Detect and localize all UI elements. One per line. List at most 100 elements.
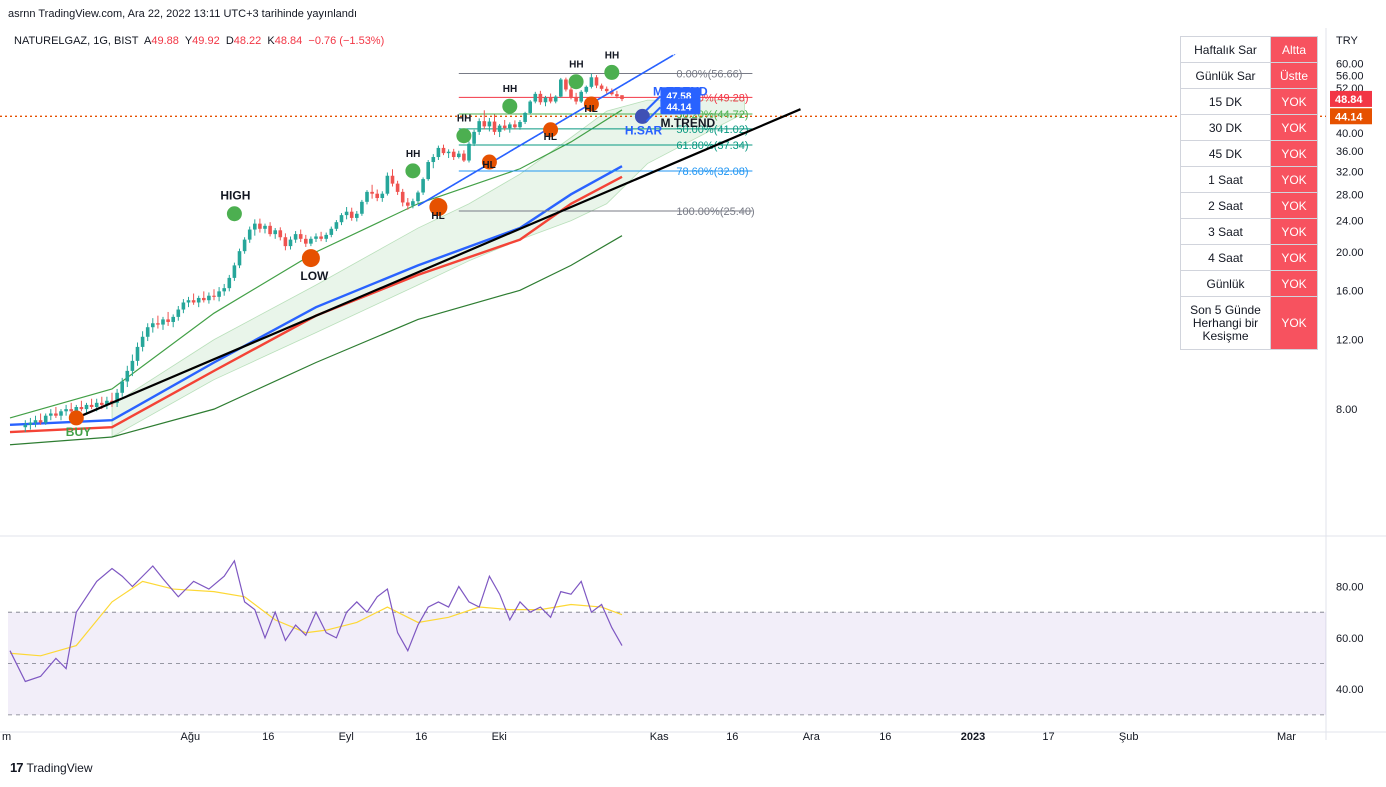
candle-body [130, 360, 135, 371]
candle-body [120, 381, 124, 393]
price-axis-badge-label: 48.84 [1335, 94, 1363, 106]
candle-body [263, 225, 267, 229]
candle-body [202, 297, 206, 301]
currency-label: TRY [1336, 35, 1358, 47]
signal-label: 30 DK [1180, 114, 1271, 141]
close-label: K [267, 35, 275, 47]
time-tick-label: Mar [1277, 731, 1296, 743]
candle-body [105, 400, 109, 405]
candle-body [548, 97, 553, 102]
candle-body [339, 215, 344, 223]
candle-body [370, 191, 374, 194]
candle-body [43, 415, 48, 423]
candle-body [584, 86, 589, 92]
swing-marker [226, 206, 242, 222]
callout-arrow [645, 95, 662, 111]
swing-label: BUY [66, 425, 91, 439]
candle-body [559, 79, 563, 97]
candle-body [100, 402, 104, 405]
signal-row: Son 5 Günde Herhangi bir Kesişme YOK [1180, 296, 1318, 350]
time-tick-label: Ağu [181, 731, 201, 743]
time-tick-label: 16 [415, 731, 427, 743]
open-label: A [144, 35, 152, 47]
rsi-line [9, 559, 623, 683]
candle-body [135, 346, 140, 361]
candle-body [482, 121, 487, 127]
signal-table: Haftalık Sar Altta Günlük Sar Üstte 15 DK YOK… [1180, 36, 1318, 350]
swing-marker [568, 74, 584, 90]
signal-label: 45 DK [1180, 140, 1271, 167]
swing-marker [68, 410, 84, 426]
price-chart[interactable]: TRY60.0056.0052.0048.0044.0040.0036.0032… [0, 28, 1386, 756]
candle-body [156, 323, 160, 325]
candle-body [222, 288, 226, 292]
candle-body [69, 409, 73, 412]
time-tick-label: Ara [803, 731, 821, 743]
candle-body [431, 157, 436, 163]
candle-body [54, 413, 58, 416]
change-value: −0.76 (−1.53%) [308, 35, 385, 47]
candle-body [278, 230, 283, 238]
candle-body [513, 124, 517, 128]
candle-body [212, 295, 216, 297]
signal-label: Haftalık Sar [1180, 36, 1271, 63]
signal-row: 30 DK YOK [1180, 114, 1318, 141]
signal-value: YOK [1270, 140, 1318, 167]
candle-body [227, 277, 232, 289]
candle-body [441, 147, 446, 154]
candle-body [411, 201, 415, 206]
price-tick-label: 32.00 [1336, 166, 1364, 178]
price-tick-label: 8.00 [1336, 404, 1357, 416]
candle-body [375, 193, 379, 199]
signal-value: YOK [1270, 114, 1318, 141]
candle-body [355, 213, 359, 218]
candle-body [421, 179, 425, 193]
swing-marker [634, 108, 650, 124]
swing-label: H.SAR [625, 123, 663, 137]
candle-body [258, 223, 262, 229]
brand-name: TradingView [26, 760, 93, 775]
price-tick-label: 20.00 [1336, 247, 1364, 259]
candle-body [268, 225, 272, 235]
footer-brand[interactable]: 17 TradingView [10, 760, 93, 775]
price-tick-label: 16.00 [1336, 285, 1364, 297]
candle-body [620, 95, 624, 100]
fib-level-label: 78.60%(32.08) [676, 166, 748, 178]
candle-body [615, 94, 619, 97]
swing-marker [583, 96, 599, 112]
time-tick-label: Eyl [339, 731, 354, 743]
candle-body [406, 202, 410, 206]
time-tick-label: Kas [650, 731, 669, 743]
candle-body [217, 291, 221, 297]
signal-label: Son 5 Günde Herhangi bir Kesişme [1180, 296, 1271, 350]
swing-label: HL [431, 211, 444, 222]
candle-body [528, 101, 532, 113]
candle-body [176, 309, 181, 317]
signal-value: Üstte [1270, 62, 1318, 89]
candle-body [28, 422, 33, 425]
signal-value: YOK [1270, 296, 1318, 350]
candle-body [594, 77, 599, 86]
swing-marker [481, 154, 497, 170]
candle-body [319, 236, 323, 239]
candle-body [181, 302, 186, 310]
candle-body [604, 88, 609, 92]
open-value: 49.88 [151, 35, 179, 47]
candle-body [84, 404, 89, 410]
signal-label: 1 Saat [1180, 166, 1271, 193]
candle-body [329, 228, 334, 235]
price-axis-badge-label: 44.14 [1335, 111, 1363, 123]
signal-label: Günlük [1180, 270, 1271, 297]
candle-body [283, 237, 288, 247]
swing-marker [604, 64, 620, 80]
trend-line [75, 108, 801, 419]
rsi-ma-line [9, 580, 623, 657]
candle-body [334, 222, 339, 229]
candle-body [49, 413, 53, 416]
signal-value: YOK [1270, 166, 1318, 193]
time-tick-label: m [2, 731, 11, 743]
swing-marker [456, 128, 472, 144]
candle-body [492, 121, 497, 132]
signal-value: YOK [1270, 88, 1318, 115]
candle-body [523, 112, 527, 122]
